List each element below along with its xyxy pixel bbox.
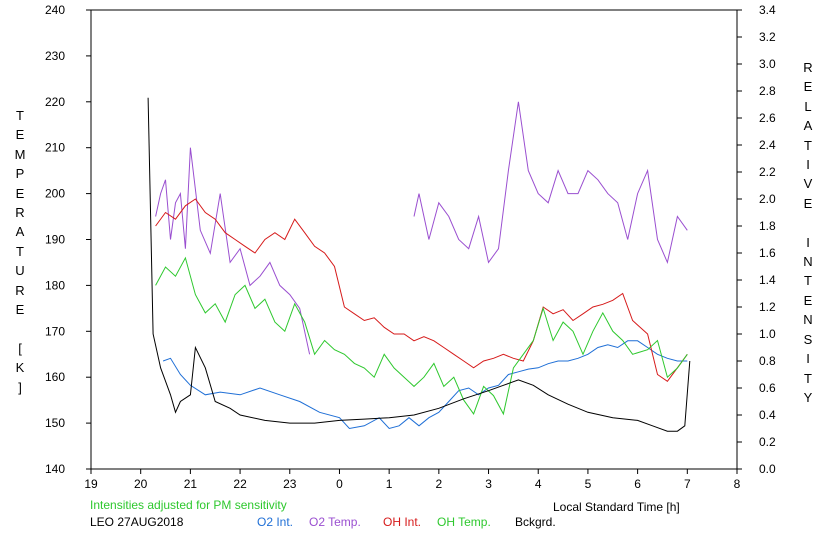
y-left-tick-label: 160 — [45, 370, 65, 384]
y-left-tick-label: 230 — [45, 49, 65, 63]
series-oh-int — [155, 198, 688, 382]
x-tick-label: 20 — [134, 477, 148, 491]
series-o2-int — [162, 340, 688, 430]
x-tick-label: 5 — [585, 477, 592, 491]
x-tick-label: 1 — [386, 477, 393, 491]
y-left-tick-label: 220 — [45, 95, 65, 109]
series-line — [155, 198, 688, 382]
y-right-tick-label: 0.6 — [759, 381, 776, 395]
y-right-tick-label: 3.2 — [759, 30, 776, 44]
y-right-tick-label: 0.0 — [759, 462, 776, 476]
y-left-tick-label: 190 — [45, 233, 65, 247]
x-tick-label: 19 — [84, 477, 98, 491]
y-left-tick-label: 240 — [45, 3, 65, 17]
x-tick-label: 7 — [684, 477, 691, 491]
x-tick-label: 4 — [535, 477, 542, 491]
y-right-tick-label: 2.6 — [759, 111, 776, 125]
y-right-tick-label: 3.4 — [759, 3, 776, 17]
y-right-tick-label: 2.8 — [759, 84, 776, 98]
y-left-tick-label: 210 — [45, 141, 65, 155]
y-left-tick-label: 180 — [45, 278, 65, 292]
legend-o2-temp: O2 Temp. — [309, 515, 361, 529]
y-right-tick-label: 0.8 — [759, 354, 776, 368]
legend-oh-temp: OH Temp. — [437, 515, 491, 529]
y-right-tick-label: 2.4 — [759, 138, 776, 152]
x-tick-label: 22 — [233, 477, 247, 491]
y-left-tick-label: 140 — [45, 462, 65, 476]
series-o2-temp — [155, 101, 688, 355]
y-right-tick-label: 1.4 — [759, 273, 776, 287]
y-right-tick-label: 3.0 — [759, 57, 776, 71]
legend-oh-int: OH Int. — [383, 515, 422, 529]
y-left-tick-label: 170 — [45, 324, 65, 338]
station-date: LEO 27AUG2018 — [90, 515, 184, 529]
y-right-tick-label: 0.4 — [759, 408, 776, 422]
left-axis-label: T E M P E R A T U R E [ K ] — [14, 108, 26, 395]
axes-layer: 19 20 21 22 23 0 1 2 3 4 5 6 7 8140150160170180190200… — [45, 3, 776, 491]
x-tick-label: 8 — [734, 477, 741, 491]
sensitivity-note: Intensities adjusted for PM sensitivity — [90, 498, 287, 512]
x-tick-label: 6 — [634, 477, 641, 491]
y-right-tick-label: 1.8 — [759, 219, 776, 233]
right-axis-label: R E L A T I V E I N T E N S I T Y — [803, 60, 813, 405]
x-tick-label: 23 — [283, 477, 297, 491]
x-tick-label: 2 — [436, 477, 443, 491]
series-line — [162, 340, 688, 430]
x-tick-label: 0 — [336, 477, 343, 491]
plot-frame — [90, 9, 738, 470]
x-axis-label: Local Standard Time [h] — [553, 500, 680, 514]
y-right-tick-label: 1.2 — [759, 300, 776, 314]
series-line — [155, 147, 311, 355]
series-line — [413, 101, 688, 265]
y-right-tick-label: 1.6 — [759, 246, 776, 260]
y-right-tick-label: 2.2 — [759, 165, 776, 179]
x-tick-label: 3 — [485, 477, 492, 491]
series-layer — [147, 97, 691, 432]
series-bckgrd — [147, 97, 691, 432]
legend-o2-int: O2 Int. — [257, 515, 294, 529]
series-line — [155, 256, 688, 416]
y-right-tick-label: 2.0 — [759, 192, 776, 206]
y-right-tick-label: 1.0 — [759, 327, 776, 341]
series-line — [147, 97, 691, 432]
series-oh-temp — [155, 256, 688, 416]
legend-bckgrd: Bckgrd. — [515, 515, 556, 529]
y-left-tick-label: 200 — [45, 187, 65, 201]
x-tick-label: 21 — [184, 477, 198, 491]
y-right-tick-label: 0.2 — [759, 435, 776, 449]
y-left-tick-label: 150 — [45, 416, 65, 430]
